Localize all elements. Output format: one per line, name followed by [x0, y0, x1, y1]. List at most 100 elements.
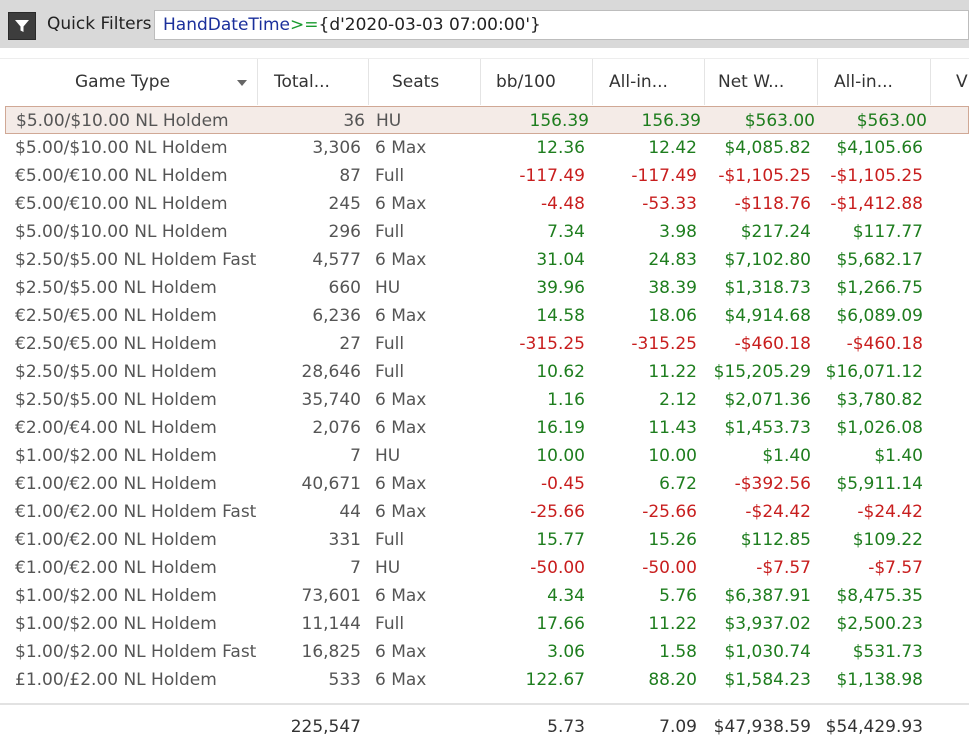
net-won-cell: $4,085.82: [724, 138, 811, 158]
game-type-cell: $2.50/$5.00 NL Holdem: [15, 362, 217, 382]
seats-cell: Full: [375, 362, 405, 382]
column-header-bb100[interactable]: bb/100: [481, 59, 593, 105]
net-won-cell: $2,071.36: [724, 390, 811, 410]
total-hands-cell: 4,577: [312, 250, 361, 270]
column-header-label: Game Type: [75, 72, 171, 92]
net-won-cell: -$24.42: [745, 502, 811, 522]
table-row[interactable]: $5.00/$10.00 NL Holdem 36 HU 156.39 156.39 $5…: [5, 106, 969, 134]
table-row[interactable]: €2.50/€5.00 NL Holdem 6,236 6 Max 14.58 18.0…: [0, 302, 969, 330]
table-row[interactable]: $1.00/$2.00 NL Holdem 73,601 6 Max 4.34 5.76…: [0, 582, 969, 610]
seats-cell: 6 Max: [375, 250, 427, 270]
table-row[interactable]: $5.00/$10.00 NL Holdem 296 Full 7.34 3.98 $21…: [0, 218, 969, 246]
bb100-cell: 39.96: [536, 278, 585, 298]
seats-cell: HU: [375, 278, 401, 298]
table-row[interactable]: $2.50/$5.00 NL Holdem Fast 4,577 6 Max 31.0…: [0, 246, 969, 274]
table-row[interactable]: £1.00/£2.00 NL Holdem 533 6 Max 122.67 88.20…: [0, 666, 969, 694]
table-row[interactable]: €2.50/€5.00 NL Holdem 27 Full -315.25 -315.2…: [0, 330, 969, 358]
total-hands-cell: 36: [343, 111, 365, 131]
game-type-cell: $5.00/$10.00 NL Holdem: [15, 138, 228, 158]
seats-cell: Full: [375, 334, 405, 354]
column-header-label: bb/100: [496, 72, 556, 92]
allin-bb100-cell: 11.22: [648, 362, 697, 382]
seats-cell: 6 Max: [375, 194, 427, 214]
column-header-total-hands[interactable]: Total...: [258, 59, 369, 105]
allin-net-cell: -$460.18: [846, 334, 923, 354]
table-row[interactable]: $5.00/$10.00 NL Holdem 3,306 6 Max 12.36 12.…: [0, 134, 969, 162]
allin-bb100-cell: 5.76: [659, 586, 697, 606]
bb100-cell: 3.06: [547, 642, 585, 662]
table-row[interactable]: $2.50/$5.00 NL Holdem 28,646 Full 10.62 11.2…: [0, 358, 969, 386]
bb100-cell: 31.04: [536, 250, 585, 270]
allin-bb100-total: 7.09: [659, 717, 697, 737]
table-row[interactable]: $2.50/$5.00 NL Holdem 660 HU 39.96 38.39 $1,3…: [0, 274, 969, 302]
bb100-cell: -25.66: [530, 502, 585, 522]
game-type-cell: €1.00/€2.00 NL Holdem Fast: [15, 502, 257, 522]
allin-net-cell: $109.22: [852, 530, 923, 550]
allin-bb100-cell: -315.25: [631, 334, 697, 354]
net-won-cell: $3,937.02: [724, 614, 811, 634]
table-row[interactable]: €5.00/€10.00 NL Holdem 245 6 Max -4.48 -53.3…: [0, 190, 969, 218]
net-won-cell: $7,102.80: [724, 250, 811, 270]
column-header-label: Net W...: [718, 72, 785, 92]
net-won-cell: $1,453.73: [724, 418, 811, 438]
table-row[interactable]: $1.00/$2.00 NL Holdem 7 HU 10.00 10.00 $1.40 $…: [0, 442, 969, 470]
column-header-overflow[interactable]: V: [931, 59, 969, 105]
total-hands-cell: 40,671: [301, 474, 361, 494]
column-header-seats[interactable]: Seats: [369, 59, 481, 105]
column-header-net-won[interactable]: Net W...: [705, 59, 818, 105]
allin-bb100-cell: 2.12: [659, 390, 697, 410]
column-header-allin-net[interactable]: All-in...: [818, 59, 931, 105]
table-row[interactable]: $1.00/$2.00 NL Holdem Fast 16,825 6 Max 3.0…: [0, 638, 969, 666]
table-row[interactable]: $2.50/$5.00 NL Holdem 35,740 6 Max 1.16 2.12…: [0, 386, 969, 414]
allin-net-cell: $1,026.08: [836, 418, 923, 438]
column-header-game-type[interactable]: Game Type: [0, 59, 258, 105]
total-hands-cell: 533: [328, 670, 361, 690]
bb100-cell: -50.00: [530, 558, 585, 578]
total-hands-cell: 11,144: [301, 614, 361, 634]
column-header-label: Total...: [274, 72, 330, 92]
net-won-cell: $6,387.91: [724, 586, 811, 606]
game-type-cell: €2.50/€5.00 NL Holdem: [15, 306, 217, 326]
allin-net-cell: $16,071.12: [825, 362, 923, 382]
allin-bb100-cell: 15.26: [648, 530, 697, 550]
total-hands-cell: 35,740: [301, 390, 361, 410]
allin-bb100-cell: 12.42: [648, 138, 697, 158]
game-type-cell: €1.00/€2.00 NL Holdem: [15, 530, 217, 550]
bb100-cell: -0.45: [541, 474, 585, 494]
net-won-cell: $4,914.68: [724, 306, 811, 326]
table-row[interactable]: €5.00/€10.00 NL Holdem 87 Full -117.49 -117.…: [0, 162, 969, 190]
chevron-down-icon[interactable]: [237, 80, 247, 86]
filter-icon[interactable]: [8, 12, 36, 40]
bb100-cell: 10.62: [536, 362, 585, 382]
bb100-cell: -4.48: [541, 194, 585, 214]
total-hands-cell: 16,825: [301, 642, 361, 662]
allin-net-cell: $5,682.17: [836, 250, 923, 270]
game-type-cell: €1.00/€2.00 NL Holdem: [15, 474, 217, 494]
seats-cell: Full: [375, 222, 405, 242]
table-row[interactable]: €1.00/€2.00 NL Holdem Fast 44 6 Max -25.66 -…: [0, 498, 969, 526]
table-row[interactable]: $1.00/$2.00 NL Holdem 11,144 Full 17.66 11.2…: [0, 610, 969, 638]
totals-row: 225,547 5.73 7.09 $47,938.59 $54,429.93: [0, 703, 969, 746]
table-row[interactable]: €2.00/€4.00 NL Holdem 2,076 6 Max 16.19 11.4…: [0, 414, 969, 442]
column-header-allin-bb100[interactable]: All-in...: [593, 59, 705, 105]
bb100-cell: 15.77: [536, 530, 585, 550]
table-row[interactable]: €1.00/€2.00 NL Holdem 331 Full 15.77 15.26 $1…: [0, 526, 969, 554]
table-row[interactable]: €1.00/€2.00 NL Holdem 40,671 6 Max -0.45 6.7…: [0, 470, 969, 498]
seats-cell: 6 Max: [375, 642, 427, 662]
table-row[interactable]: €1.00/€2.00 NL Holdem 7 HU -50.00 -50.00 -$7.…: [0, 554, 969, 582]
game-type-cell: €1.00/€2.00 NL Holdem: [15, 558, 217, 578]
allin-net-cell: $563.00: [856, 111, 927, 131]
total-hands-cell: 660: [328, 278, 361, 298]
allin-bb100-cell: 18.06: [648, 306, 697, 326]
allin-bb100-cell: 6.72: [659, 474, 697, 494]
allin-net-cell: $3,780.82: [836, 390, 923, 410]
seats-cell: 6 Max: [375, 138, 427, 158]
allin-bb100-cell: -25.66: [642, 502, 697, 522]
net-won-cell: -$460.18: [734, 334, 811, 354]
bb100-cell: -315.25: [519, 334, 585, 354]
game-type-cell: €5.00/€10.00 NL Holdem: [15, 166, 228, 186]
total-hands-cell: 7: [350, 558, 361, 578]
net-won-cell: $1,584.23: [724, 670, 811, 690]
quick-filter-input[interactable]: HandDateTime>={d'2020-03-03 07:00:00'}: [154, 10, 969, 40]
allin-bb100-cell: -117.49: [631, 166, 697, 186]
